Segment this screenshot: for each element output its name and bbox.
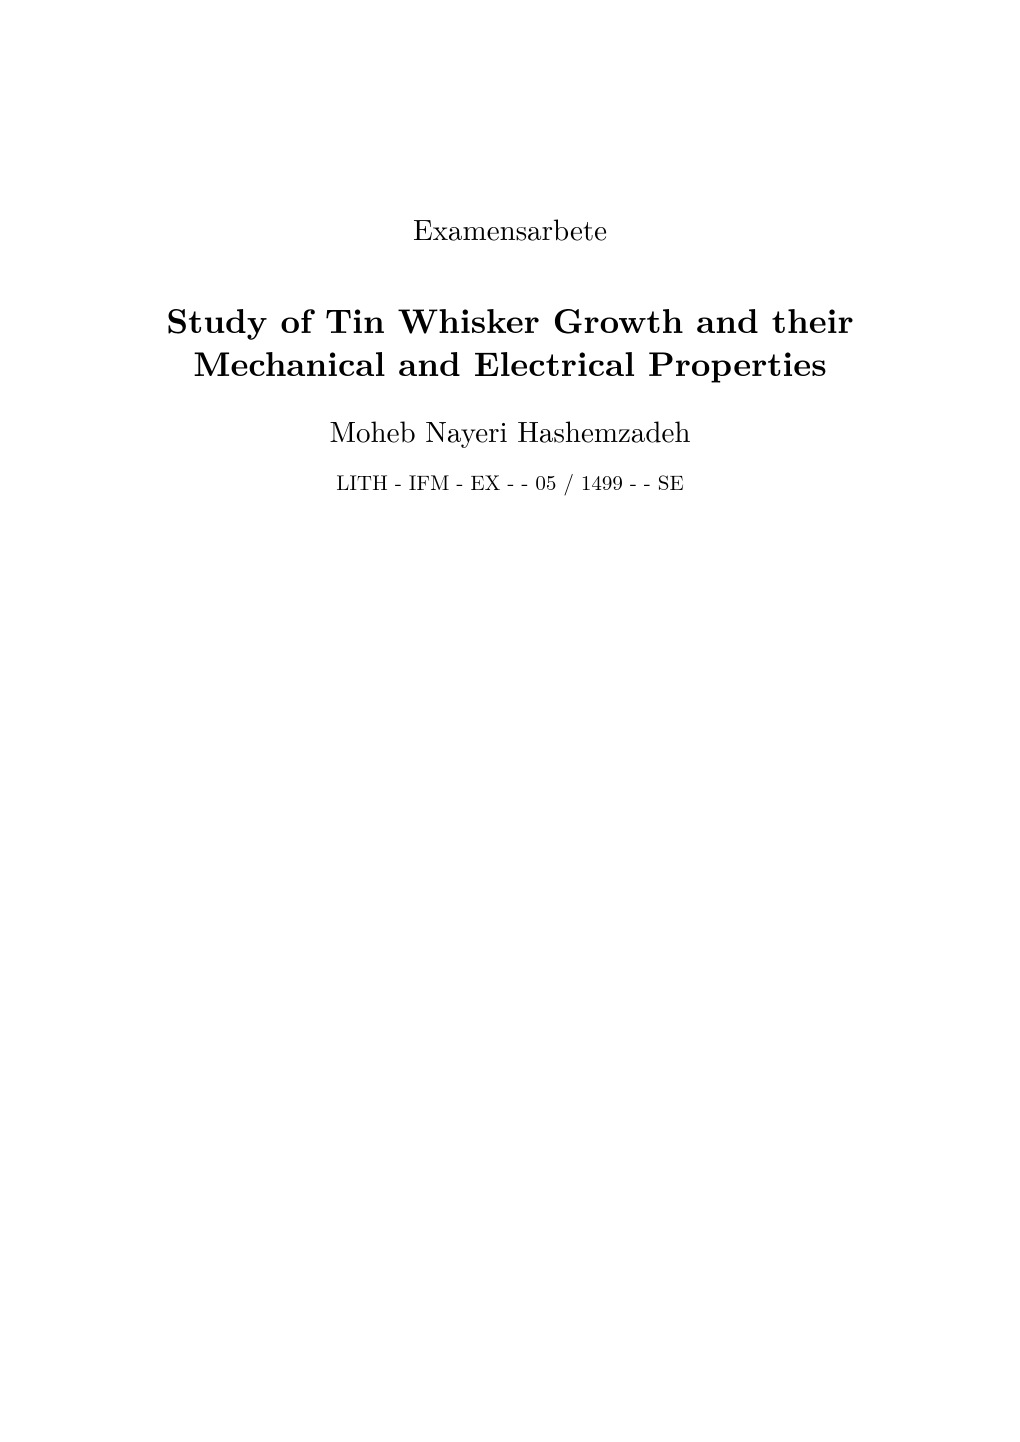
title-line-2: Mechanical and Electrical Properties [125,342,895,385]
author: Moheb Nayeri Hashemzadeh [0,410,1020,451]
pretitle: Examensarbete [0,208,1020,249]
title-line-1: Study of Tin Whisker Growth and their [125,299,895,342]
report-id: LITH - IFM - EX - - 05 / 1499 - - SE [0,467,1020,497]
page: Examensarbete Study of Tin Whisker Growt… [0,0,1020,1442]
title-block: Study of Tin Whisker Growth and their Me… [125,299,895,384]
